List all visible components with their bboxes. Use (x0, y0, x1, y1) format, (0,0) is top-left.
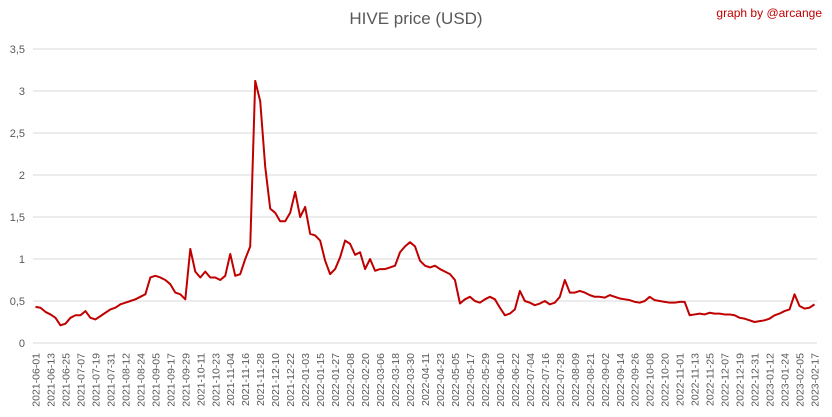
x-tick-label: 2022-11-01 (675, 353, 687, 406)
x-tick-label: 2022-05-17 (465, 353, 477, 407)
x-tick-label: 2022-03-18 (390, 353, 402, 407)
x-tick-label: 2021-09-05 (150, 353, 162, 407)
annotation: graph by @arcange (716, 6, 822, 20)
x-tick-label: 2022-09-26 (630, 353, 642, 407)
x-tick-label: 2022-12-19 (735, 353, 747, 407)
x-tick-label: 2022-05-29 (480, 353, 492, 407)
y-tick-label: 2,5 (10, 128, 25, 140)
x-tick-label: 2022-01-15 (315, 353, 327, 407)
y-tick-label: 1 (19, 254, 25, 266)
x-tick-label: 2022-05-05 (450, 353, 462, 407)
x-tick-label: 2022-03-30 (405, 353, 417, 407)
x-tick-label: 2022-11-13 (690, 353, 702, 406)
x-tick-label: 2022-02-20 (360, 353, 372, 407)
x-tick-label: 2021-07-31 (105, 353, 117, 407)
x-tick-label: 2021-06-25 (60, 353, 72, 407)
x-tick-label: 2022-07-04 (525, 353, 537, 407)
y-tick-label: 0 (19, 338, 25, 350)
x-tick-label: 2021-10-11 (195, 353, 207, 406)
x-tick-label: 2022-11-25 (705, 353, 717, 406)
y-tick-label: 1,5 (10, 212, 25, 224)
x-tick-label: 2021-11-16 (240, 353, 252, 406)
x-tick-label: 2022-10-08 (645, 353, 657, 407)
x-tick-label: 2021-06-13 (45, 353, 57, 407)
y-tick-label: 2 (19, 170, 25, 182)
x-tick-label: 2022-09-14 (615, 353, 627, 407)
x-tick-label: 2022-03-06 (375, 353, 387, 407)
x-tick-label: 2022-06-10 (495, 353, 507, 407)
x-tick-label: 2021-09-29 (180, 353, 192, 407)
x-tick-label: 2021-07-07 (75, 353, 87, 407)
x-tick-label: 2021-07-19 (90, 353, 102, 407)
x-tick-label: 2022-08-21 (585, 353, 597, 407)
x-tick-label: 2022-10-20 (660, 353, 672, 407)
x-tick-label: 2022-07-16 (540, 353, 552, 407)
x-tick-label: 2021-06-01 (30, 353, 42, 407)
x-tick-label: 2022-12-07 (720, 353, 732, 407)
x-tick-label: 2021-08-24 (135, 353, 147, 407)
x-tick-label: 2022-02-08 (345, 353, 357, 407)
x-tick-label: 2021-12-22 (285, 353, 297, 407)
x-tick-label: 2022-06-22 (510, 353, 522, 407)
x-tick-label: 2021-10-23 (210, 353, 222, 407)
x-tick-label: 2021-12-10 (270, 353, 282, 407)
x-tick-label: 2022-01-27 (330, 353, 342, 407)
x-tick-label: 2021-11-04 (225, 353, 237, 406)
x-tick-label: 2021-09-17 (165, 353, 177, 407)
x-tick-label: 2023-01-24 (780, 353, 792, 407)
x-tick-label: 2021-08-12 (120, 353, 132, 407)
price-line (35, 79, 816, 327)
y-tick-label: 0,5 (10, 296, 25, 308)
x-tick-label: 2022-08-09 (570, 353, 582, 407)
chart-title: HIVE price (USD) (349, 9, 482, 28)
x-tick-label: 2022-12-31 (750, 353, 762, 407)
y-tick-label: 3,5 (10, 44, 25, 56)
x-tick-label: 2023-02-17 (810, 353, 822, 407)
x-tick-label: 2021-11-28 (255, 353, 267, 406)
x-tick-label: 2022-04-23 (435, 353, 447, 407)
x-tick-label: 2022-07-28 (555, 353, 567, 407)
x-tick-label: 2023-02-05 (795, 353, 807, 407)
y-tick-label: 3 (19, 86, 25, 98)
x-tick-label: 2023-01-12 (765, 353, 777, 407)
x-tick-label: 2022-09-02 (600, 353, 612, 407)
x-tick-label: 2022-01-03 (300, 353, 312, 407)
x-tick-label: 2022-04-11 (420, 353, 432, 406)
